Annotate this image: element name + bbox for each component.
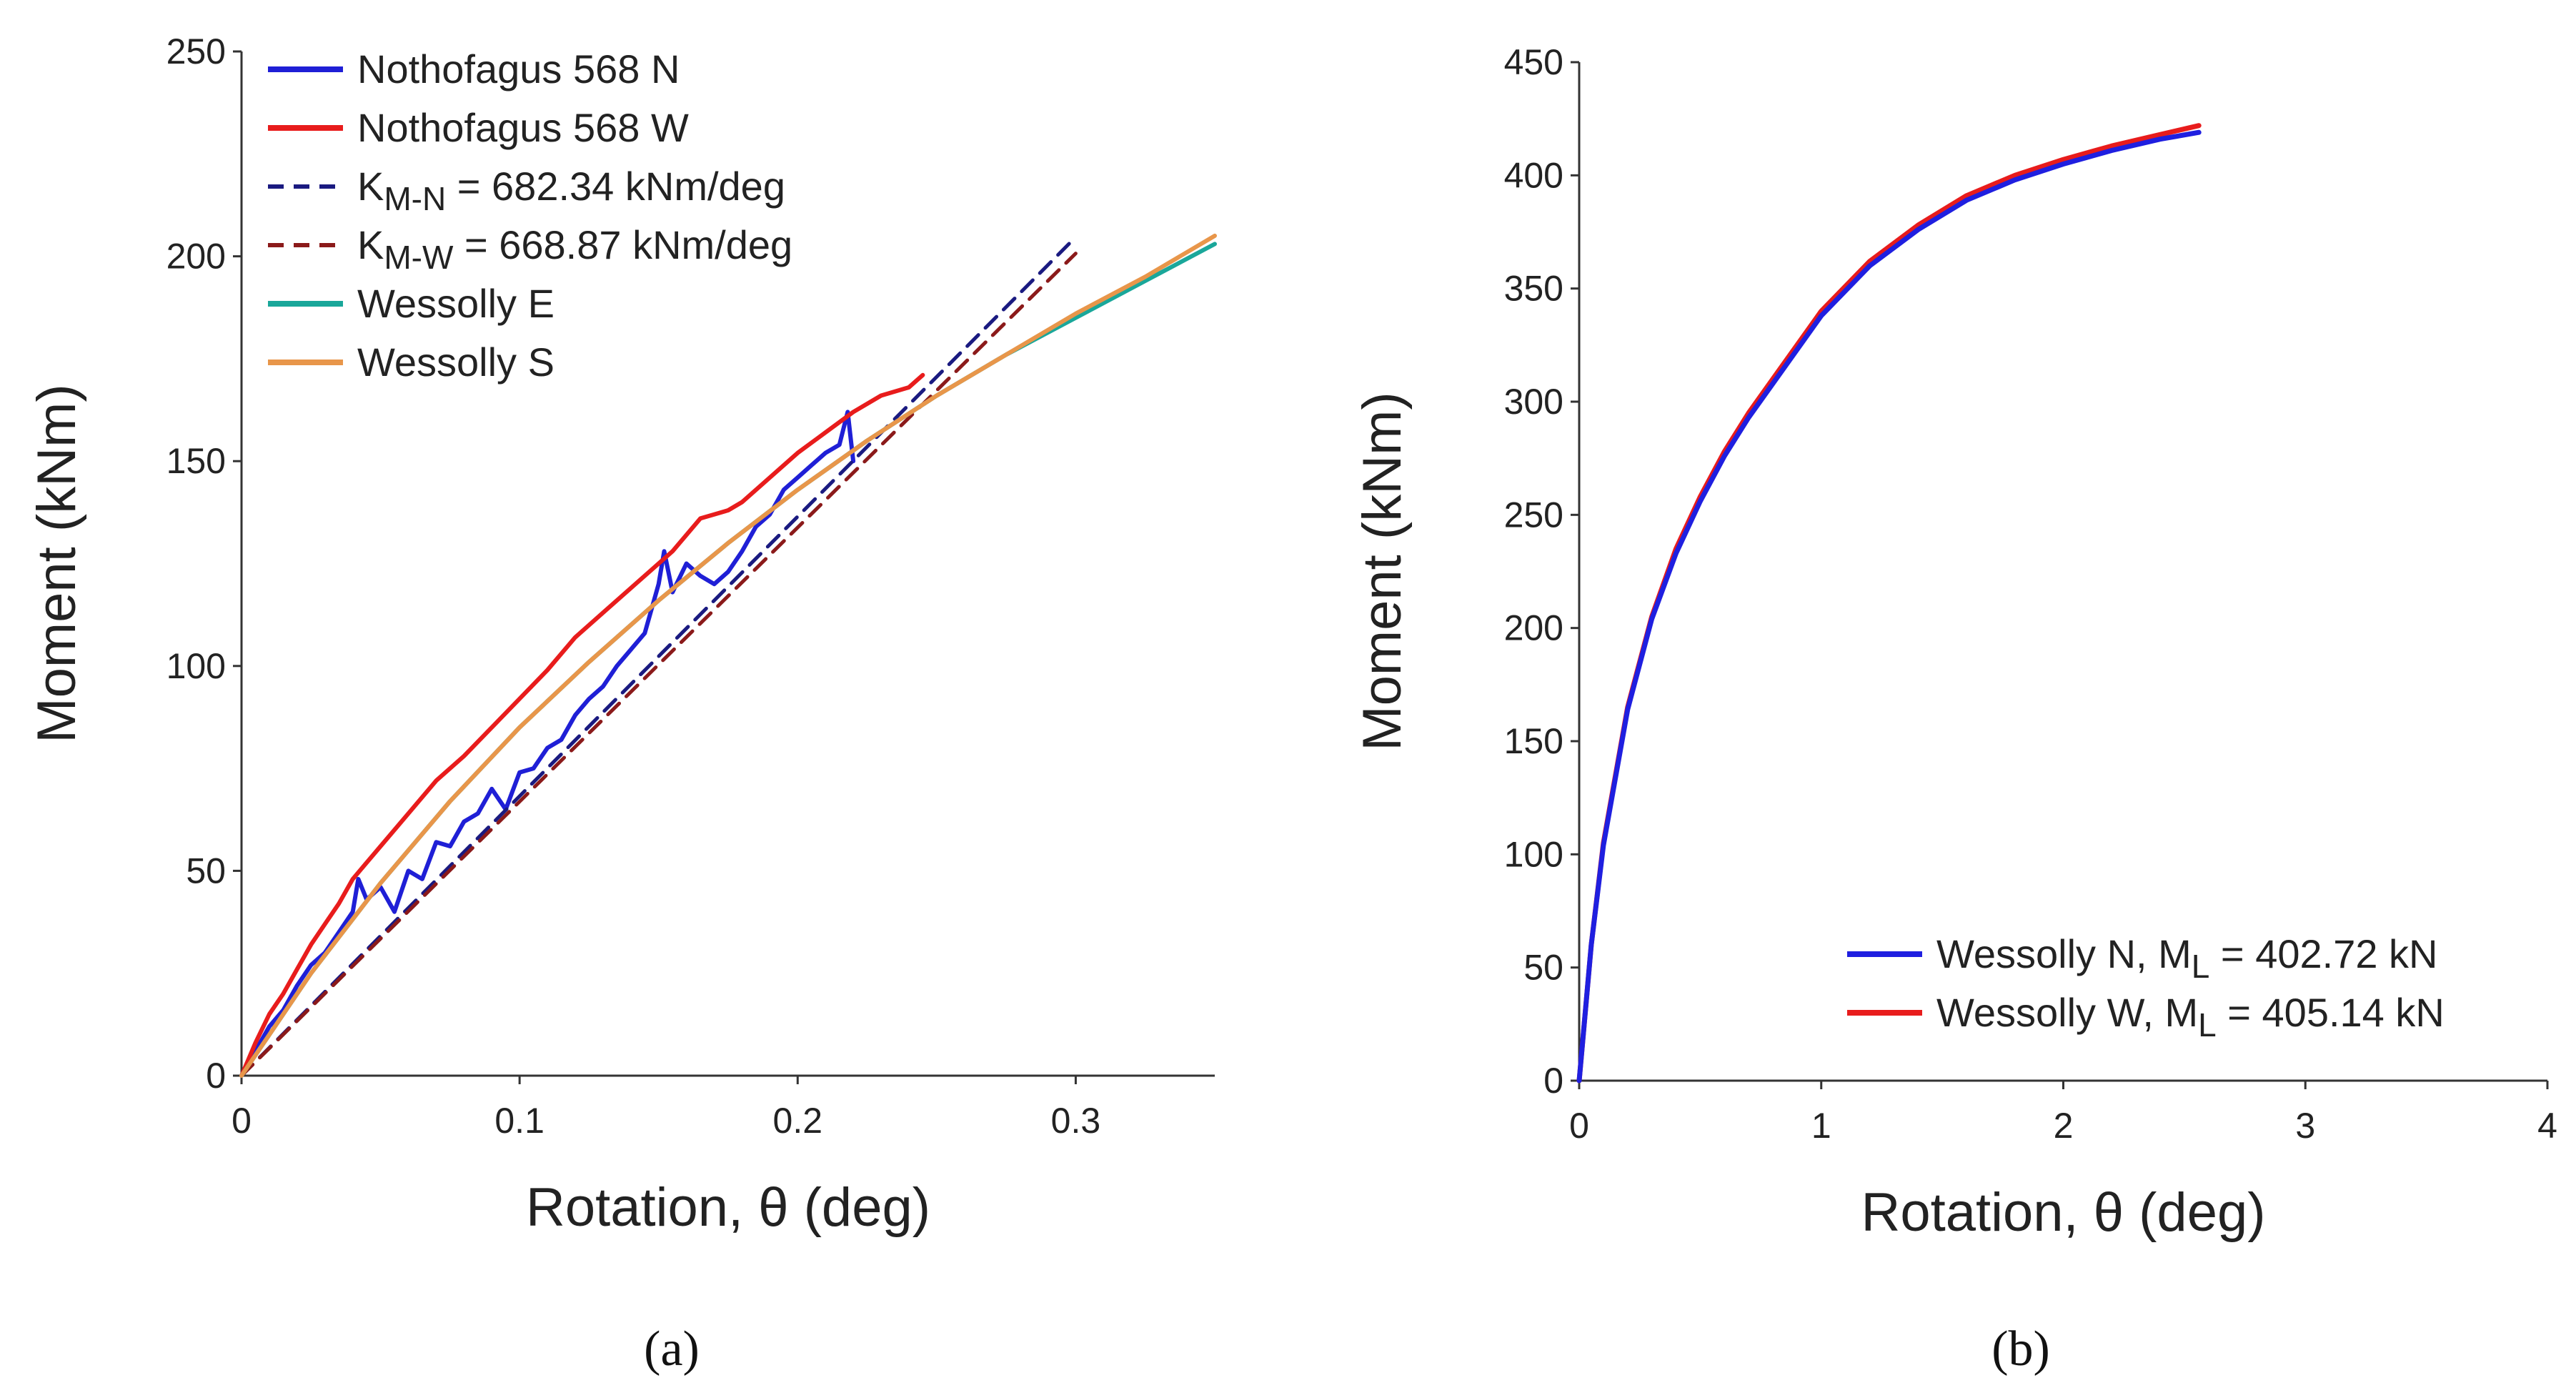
legend-label: Wessolly E bbox=[357, 281, 555, 326]
chart-panel-a: 0 50 100 150 200 250 0 0.1 0.2 0.3 Rotation, θ (de… bbox=[26, 31, 1217, 1377]
series-line-nothofagus-568-w bbox=[239, 372, 925, 1078]
series-line-wessolly-s bbox=[239, 233, 1217, 1078]
x-tick-label: 0 bbox=[232, 1101, 252, 1141]
y-tick-label: 100 bbox=[166, 646, 226, 686]
y-tick-label: 150 bbox=[1504, 721, 1563, 761]
y-tick-label: 200 bbox=[1504, 608, 1563, 648]
x-axis-label: Rotation, θ (deg) bbox=[1861, 1182, 2265, 1243]
x-axis-label: Rotation, θ (deg) bbox=[526, 1177, 930, 1238]
y-tick-label: 50 bbox=[186, 851, 226, 891]
y-tick-label: 400 bbox=[1504, 155, 1563, 195]
x-tick-label: 3 bbox=[2295, 1106, 2315, 1146]
x-tick-label: 0.3 bbox=[1051, 1101, 1101, 1141]
y-tick-label: 250 bbox=[1504, 495, 1563, 535]
y-tick-label: 100 bbox=[1504, 834, 1563, 874]
series-line-nothofagus-568-n bbox=[239, 410, 856, 1078]
y-tick-label: 0 bbox=[206, 1056, 226, 1096]
legend-label: KM-N = 682.34 kNm/deg bbox=[357, 164, 785, 217]
panel-label: (a) bbox=[644, 1322, 700, 1377]
y-tick-label: 200 bbox=[166, 237, 226, 277]
legend-label: KM-W = 668.87 kNm/deg bbox=[357, 222, 792, 276]
panel-label: (b) bbox=[1991, 1322, 2050, 1377]
y-tick-label: 250 bbox=[166, 31, 226, 71]
legend-label: Nothofagus 568 W bbox=[357, 105, 689, 150]
y-tick-label: 50 bbox=[1523, 948, 1563, 988]
x-tick-label: 0.1 bbox=[494, 1101, 544, 1141]
legend-label: Nothofagus 568 N bbox=[357, 46, 680, 91]
chart-panel-b: 0 50 100 150 200 250 300 350 400 450 0 1 2 3 4 Rotation… bbox=[1352, 42, 2557, 1377]
y-tick-label: 350 bbox=[1504, 269, 1563, 309]
y-tick-label: 0 bbox=[1543, 1061, 1563, 1101]
y-tick-label: 450 bbox=[1504, 42, 1563, 82]
series-line-wessolly-n-m-l-402-72-kn bbox=[1576, 129, 2202, 1084]
series-line-k-m-n bbox=[239, 235, 1078, 1078]
y-axis-label: Moment (kNm) bbox=[26, 384, 87, 743]
series-line-k-m-w bbox=[239, 252, 1078, 1078]
legend-label: Wessolly S bbox=[357, 339, 555, 385]
x-tick-label: 1 bbox=[1811, 1106, 1831, 1146]
x-tick-label: 4 bbox=[2537, 1106, 2557, 1146]
y-axis-label: Moment (kNm) bbox=[1352, 392, 1413, 750]
legend-label: Wessolly N, ML = 402.72 kN bbox=[1936, 931, 2437, 985]
x-tick-label: 0.2 bbox=[773, 1101, 823, 1141]
y-tick-label: 300 bbox=[1504, 382, 1563, 422]
x-tick-label: 0 bbox=[1569, 1106, 1589, 1146]
legend-label: Wessolly W, ML = 405.14 kN bbox=[1936, 990, 2445, 1043]
y-tick-label: 150 bbox=[166, 441, 226, 481]
x-tick-label: 2 bbox=[2054, 1106, 2074, 1146]
